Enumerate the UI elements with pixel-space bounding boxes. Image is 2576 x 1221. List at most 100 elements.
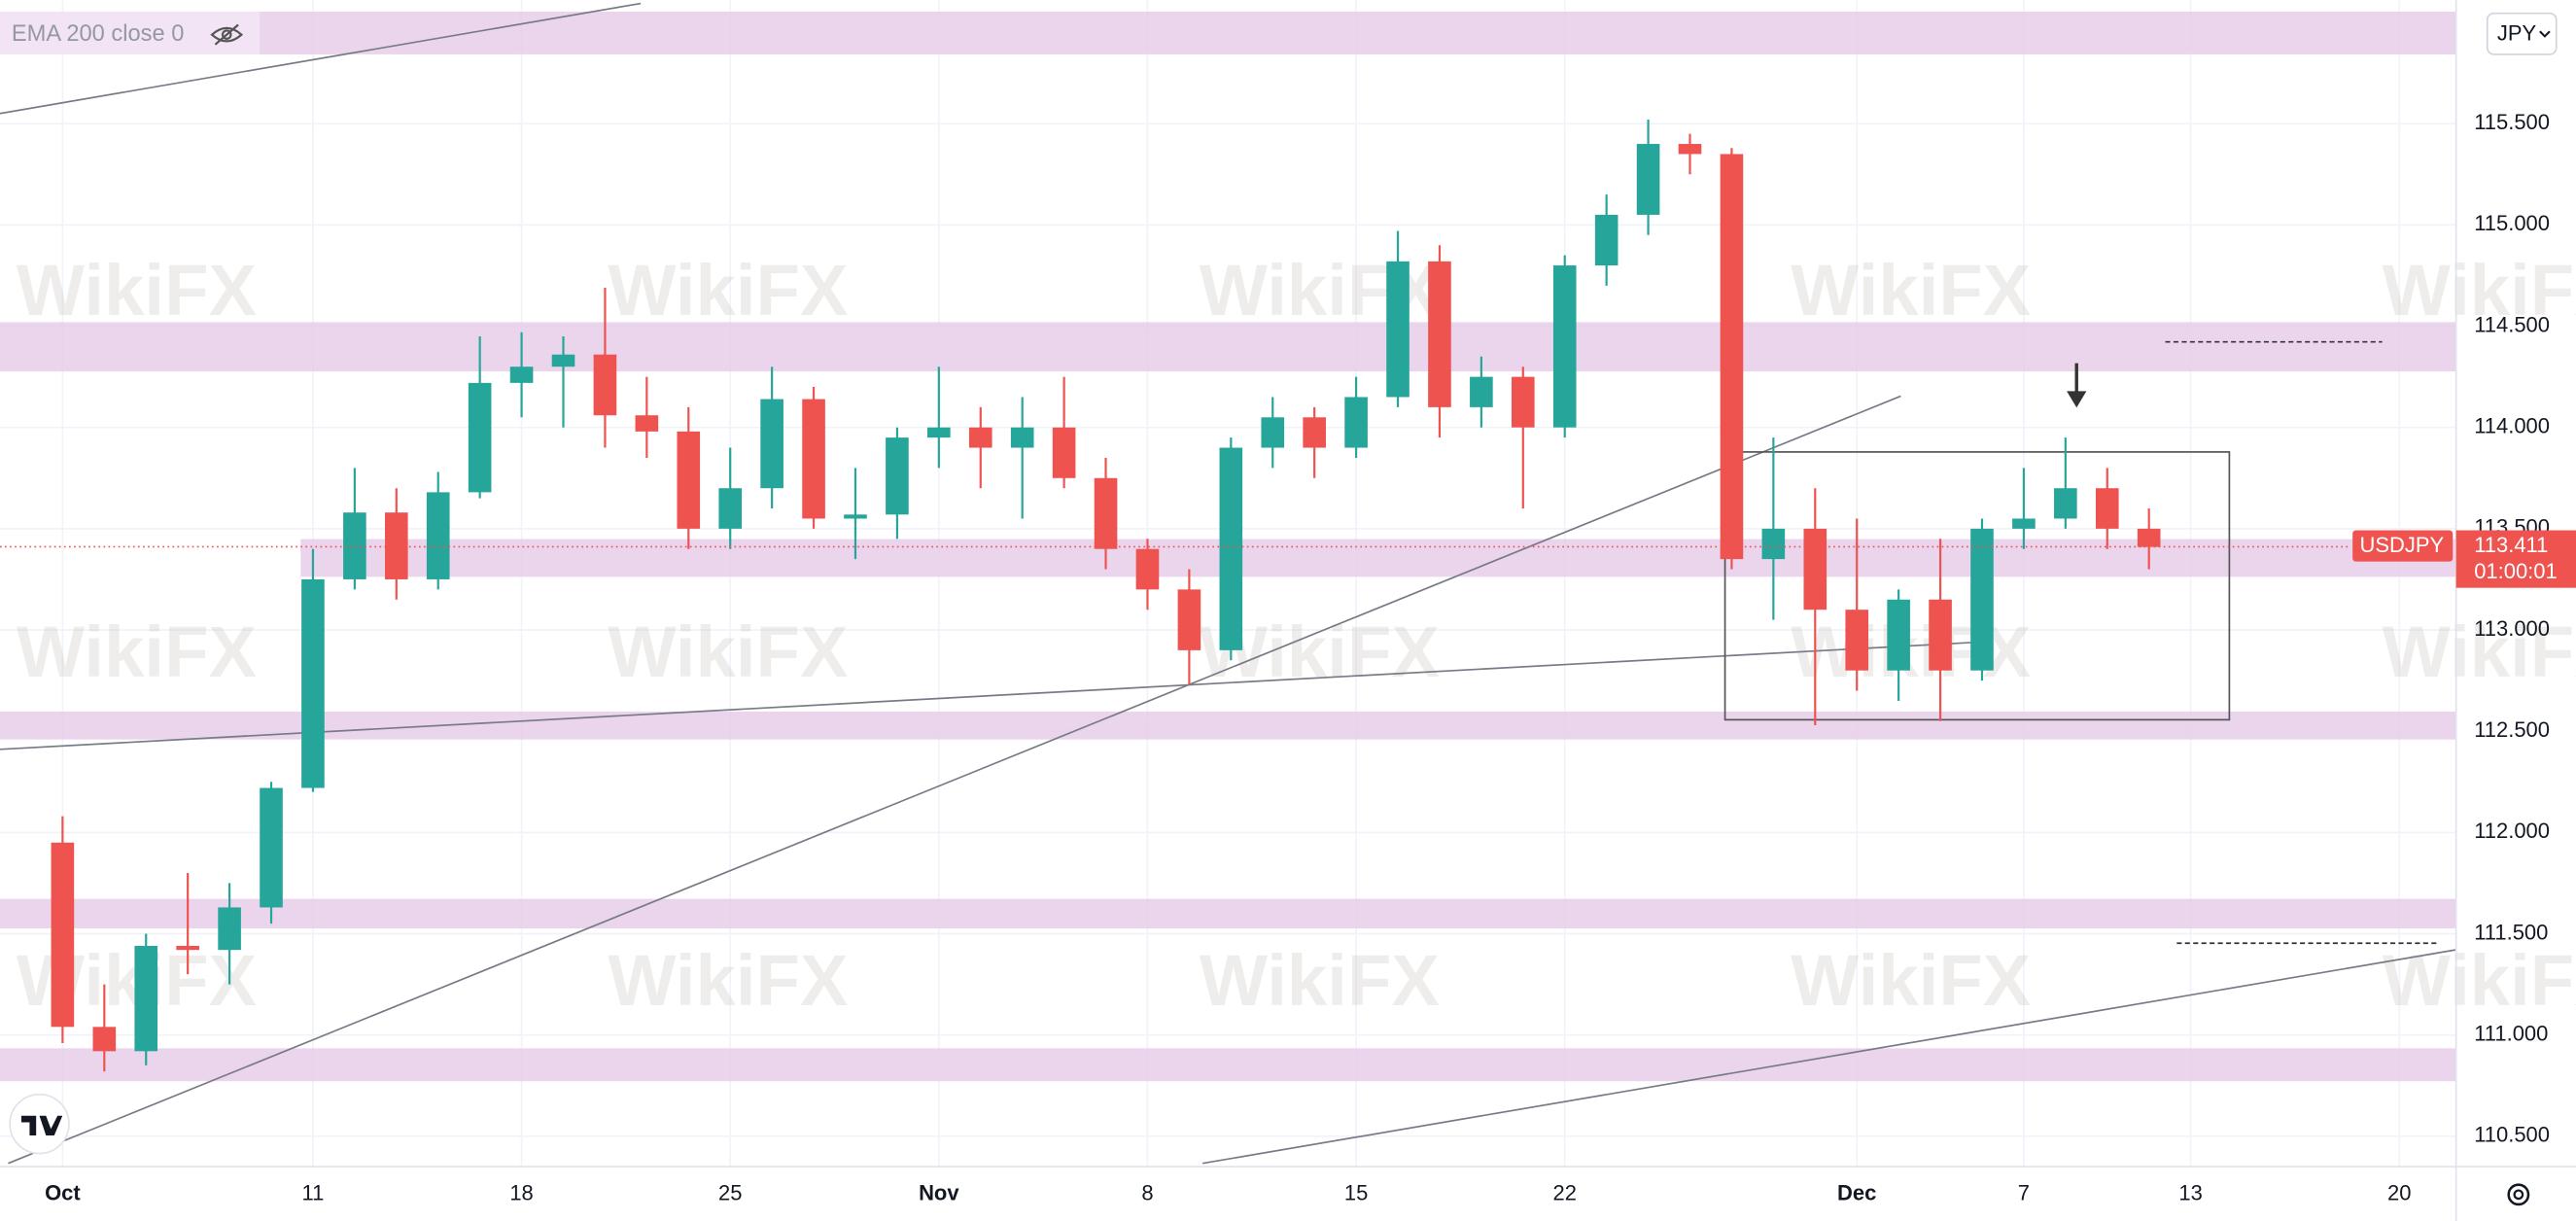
x-tick-label: Nov [919, 1181, 959, 1205]
last-price-label: 113.411 [2474, 533, 2548, 557]
trend-line [1201, 949, 2456, 1165]
watermark-text: WikiFX [608, 940, 848, 1021]
candle-body [509, 366, 534, 383]
candle-body [1803, 528, 1828, 610]
settings-button[interactable] [2507, 1183, 2530, 1206]
y-tick-label: 111.500 [2474, 920, 2548, 944]
candle-body [1929, 599, 1952, 671]
currency-label[interactable]: JPY [2497, 20, 2537, 45]
candle-body [134, 946, 158, 1052]
candle-body [1470, 376, 1493, 407]
candle-body [176, 946, 199, 951]
candle-body [2012, 518, 2036, 529]
candle-body [92, 1027, 117, 1052]
candle-body [1010, 427, 1034, 448]
candle-body [760, 399, 783, 489]
watermark-layer: WikiFX WikiFX WikiFX WikiFX WikiFX WikiFX Wiki… [17, 250, 2576, 1021]
candle-body [1344, 397, 1368, 448]
visibility-toggle[interactable] [210, 23, 244, 46]
candle-body [1970, 528, 1994, 671]
indicator-label: EMA 200 close 0 [12, 21, 185, 47]
watermark-text: WikiFX [2383, 940, 2576, 1021]
candle-body [1177, 589, 1201, 650]
candle-body [968, 427, 992, 448]
watermark-text: WikiFX [1200, 940, 1440, 1021]
symbol-label: USDJPY [2360, 533, 2445, 557]
candle-body [1887, 599, 1910, 671]
zone [0, 1048, 2456, 1082]
watermark-text: WikiFX [17, 250, 257, 331]
zone [0, 322, 2456, 372]
candle-body [1511, 376, 1535, 428]
watermark-text: WikiFX [608, 250, 848, 331]
candle-body [1552, 265, 1577, 428]
candle-body [343, 512, 366, 579]
zone [0, 11, 2456, 54]
currency-box[interactable] [2486, 12, 2558, 55]
axes: 110.500 111.000 111.500 112.000 112.500 113.0… [45, 110, 2576, 1205]
candle-body [384, 512, 408, 579]
trend-line [8, 395, 1901, 1165]
candle-body [1052, 427, 1076, 478]
candle-body [51, 842, 75, 1028]
candle-body [1720, 154, 1744, 560]
y-tick-label: 112.000 [2474, 819, 2550, 843]
candle-body [677, 431, 701, 529]
candle-body [1135, 548, 1160, 590]
x-tick-label: 11 [302, 1181, 325, 1205]
x-tick-label: 15 [1344, 1181, 1368, 1205]
zone [0, 898, 2456, 929]
x-tick-label: 13 [2178, 1181, 2202, 1205]
candle-body [468, 382, 492, 493]
currency-select[interactable]: JPY [2486, 12, 2558, 55]
candle-body [1303, 417, 1326, 448]
candle-body [802, 399, 825, 519]
y-tick-label: 110.500 [2474, 1123, 2550, 1147]
y-tick-label: 114.500 [2474, 312, 2550, 336]
x-tick-label: 22 [1553, 1181, 1577, 1205]
y-tick-label: 111.000 [2474, 1021, 2548, 1045]
x-tick-label: Dec [1837, 1181, 1876, 1205]
legend-bg [0, 11, 261, 54]
x-tick-label: 25 [718, 1181, 742, 1205]
watermark-text: WikiFX [1791, 940, 2031, 1021]
trend-line [0, 2, 642, 115]
candle-body [886, 437, 909, 515]
x-tick-label: 7 [2018, 1181, 2030, 1205]
trend-line [0, 642, 1972, 750]
candle-body [1094, 477, 1118, 549]
countdown-label: 01:00:01 [2474, 559, 2558, 583]
candle-body [718, 488, 743, 529]
candle-body [1428, 261, 1451, 407]
candle-body [635, 415, 659, 432]
candles [0, 120, 2350, 1072]
candle-body [1261, 417, 1285, 448]
candle-body [426, 492, 450, 579]
candle-body [844, 514, 867, 519]
x-tick-label: 18 [509, 1181, 533, 1205]
tradingview-logo [9, 1093, 70, 1155]
candle-body [1594, 214, 1619, 266]
candle-body [2137, 528, 2161, 547]
zone [0, 711, 2456, 740]
candle-body [1845, 610, 1869, 671]
watermark-text: WikiFX [608, 611, 848, 692]
price-tag [2455, 530, 2576, 588]
drawings [0, 2, 2456, 1165]
candle-body [1386, 261, 1410, 398]
candle-body [1219, 447, 1243, 650]
candle-body [218, 907, 241, 951]
candle-body [260, 787, 283, 908]
candle-body [1636, 144, 1660, 215]
x-tick-label: Oct [45, 1181, 81, 1205]
watermark-text: WikiFX [2383, 611, 2576, 692]
watermark-text: WikiFX [1791, 250, 2031, 331]
symbol-tag [2352, 530, 2454, 562]
x-tick-label: 20 [2387, 1181, 2411, 1205]
chevron [2539, 30, 2551, 38]
candle-body [1761, 528, 1786, 560]
arrow-head [2067, 391, 2087, 408]
y-tick-label: 114.000 [2474, 414, 2550, 438]
y-tick-label: 112.500 [2474, 717, 2550, 742]
